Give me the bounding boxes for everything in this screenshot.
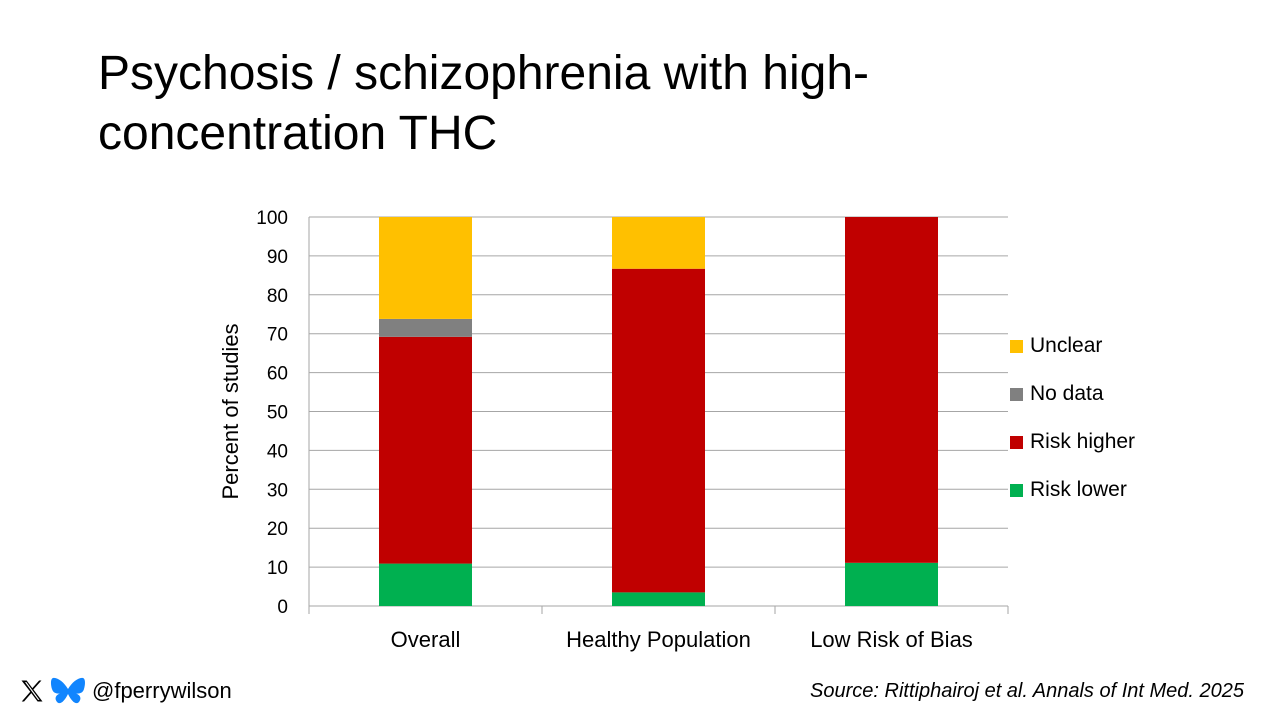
legend-label-risk-higher: Risk higher (1030, 430, 1136, 453)
x-icon (21, 680, 43, 702)
bar-overall-risk-lower (379, 563, 472, 606)
legend-swatch-risk-higher (1010, 435, 1023, 449)
bar-healthy-population-risk-higher (612, 268, 705, 593)
y-axis-title: Percent of studies (218, 323, 243, 499)
butterfly-icon (51, 677, 85, 704)
slide-title: Psychosis / schizophrenia with high-conc… (98, 47, 870, 160)
legend-label-unclear: Unclear (1030, 334, 1103, 357)
bar-healthy-population-unclear (612, 217, 705, 269)
bar-low-risk-of-bias-risk-lower (845, 562, 938, 606)
x-tick-label-low-risk-of-bias: Low Risk of Bias (810, 627, 973, 652)
legend-label-risk-lower: Risk lower (1030, 478, 1127, 501)
source-citation: Source: Rittiphairoj et al. Annals of In… (810, 680, 1244, 702)
bar-low-risk-of-bias-risk-higher (845, 217, 938, 563)
legend-item-risk-lower: Risk lower (1010, 478, 1135, 502)
legend-item-unclear: Unclear (1010, 334, 1135, 358)
x-tick-label-healthy-population: Healthy Population (566, 627, 751, 652)
bar-overall-no-data (379, 318, 472, 337)
legend-swatch-risk-lower (1010, 483, 1023, 497)
legend-item-risk-higher: Risk higher (1010, 430, 1135, 454)
legend-item-no-data: No data (1010, 382, 1135, 406)
bar-overall-unclear (379, 217, 472, 319)
y-tick-label: 100 (256, 208, 288, 229)
y-tick-label: 40 (267, 441, 288, 462)
legend-swatch-unclear (1010, 339, 1023, 353)
y-tick-label: 10 (267, 558, 288, 579)
y-tick-label: 60 (267, 364, 288, 385)
legend-label-no-data: No data (1030, 382, 1104, 405)
y-tick-label: 20 (267, 519, 288, 540)
y-tick-label: 70 (267, 325, 288, 346)
y-tick-label: 30 (267, 480, 288, 501)
bar-healthy-population-risk-lower (612, 592, 705, 606)
bar-overall-risk-higher (379, 336, 472, 564)
y-tick-label: 80 (267, 286, 288, 307)
y-tick-label: 90 (267, 247, 288, 268)
y-tick-label: 0 (277, 597, 288, 618)
x-tick-label-overall: Overall (391, 627, 461, 652)
chart-legend: Unclear No data Risk higher Risk lower (1010, 334, 1135, 526)
legend-swatch-no-data (1010, 387, 1023, 401)
social-handle: @fperrywilson (18, 676, 232, 706)
handle-text: @fperrywilson (92, 678, 232, 703)
y-tick-label: 50 (267, 403, 288, 424)
